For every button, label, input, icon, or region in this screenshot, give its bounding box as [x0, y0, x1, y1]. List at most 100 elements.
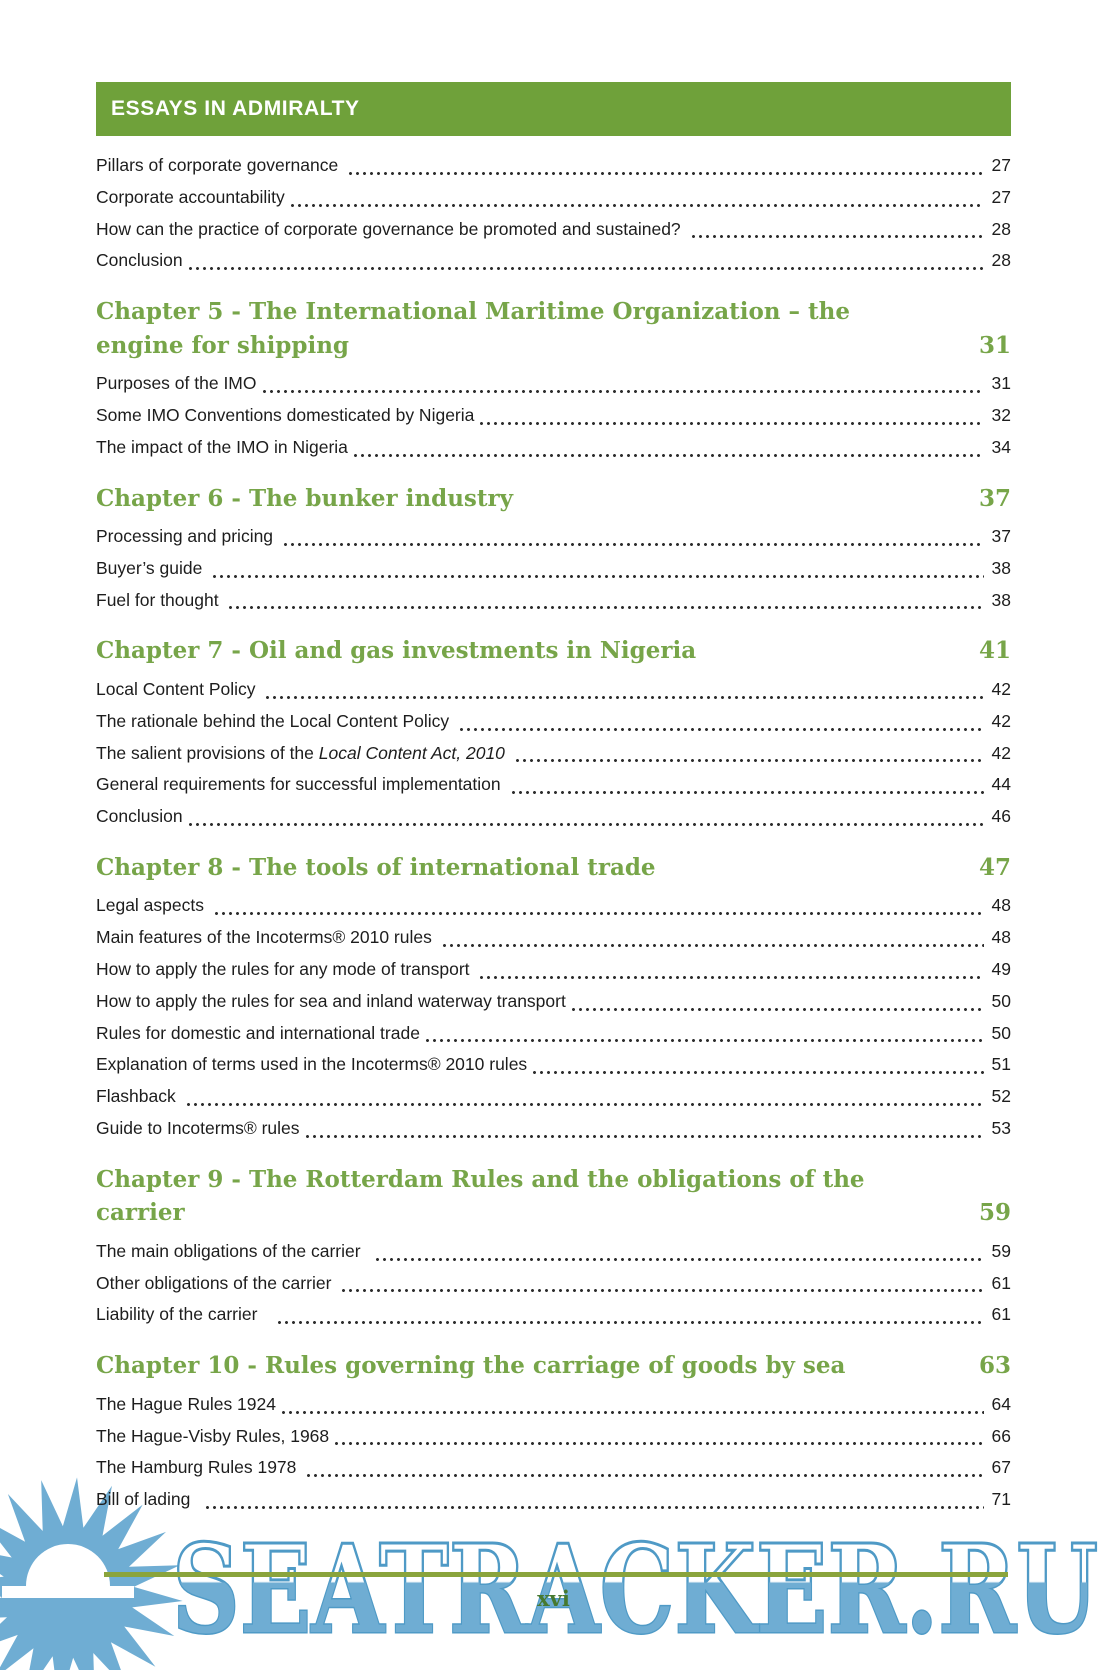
toc-entry-page: 49 [991, 959, 1011, 980]
table-of-contents: Pillars of corporate governance 27 Corpor… [96, 150, 1011, 1516]
toc-entry-label: How to apply the rules for sea and inlan… [96, 990, 566, 1011]
toc-entry: Other obligations of the carrier 61 [96, 1268, 1011, 1300]
toc-entry: The main obligations of the carrier 59 [96, 1236, 1011, 1268]
chapter-heading: Chapter 8 - The tools of international t… [96, 851, 1011, 885]
book-title: ESSAYS IN ADMIRALTY [111, 97, 360, 120]
dotted-leader [376, 1257, 984, 1261]
toc-chapter-section: Chapter 9 - The Rotterdam Rules and the … [96, 1163, 1011, 1331]
toc-entry-label: The Hamburg Rules 1978 [96, 1457, 302, 1478]
chapter-heading-title: Chapter 7 - Oil and gas investments in N… [96, 637, 697, 665]
toc-entry: Corporate accountability 27 [96, 182, 1011, 214]
toc-entry-label: Conclusion [96, 250, 183, 271]
toc-chapter-section: Chapter 10 - Rules governing the carriag… [96, 1349, 1011, 1516]
toc-entry-label: Bill of lading [96, 1489, 201, 1510]
chapter-heading-title: Chapter 10 - Rules governing the carriag… [96, 1352, 846, 1380]
toc-entry: Explanation of terms used in the Incoter… [96, 1049, 1011, 1081]
toc-entry-page: 50 [991, 990, 1011, 1011]
chapter-heading: Chapter 7 - Oil and gas investments in N… [96, 634, 1011, 668]
toc-entry: The Hamburg Rules 1978 67 [96, 1452, 1011, 1484]
toc-chapter-section: Chapter 7 - Oil and gas investments in N… [96, 634, 1011, 832]
toc-entry: Rules for domestic and international tra… [96, 1018, 1011, 1050]
toc-entry-page: 61 [991, 1272, 1011, 1293]
toc-entry-page: 44 [991, 774, 1011, 795]
chapter-heading: Chapter 6 - The bunker industry 37 [96, 482, 1011, 516]
toc-entry-page: 48 [991, 927, 1011, 948]
toc-entry-page: 27 [991, 155, 1011, 175]
dotted-leader [213, 574, 984, 578]
toc-entry-label: Rules for domestic and international tra… [96, 1022, 420, 1043]
dotted-leader [262, 389, 984, 393]
dotted-leader [515, 759, 984, 763]
toc-entry: Main features of the Incoterms® 2010 rul… [96, 922, 1011, 954]
toc-entry: Some IMO Conventions domesticated by Nig… [96, 400, 1011, 432]
chapter-heading-page: 31 [978, 331, 1011, 359]
toc-entry-label: The impact of the IMO in Nigeria [96, 436, 348, 457]
toc-entry-page: 32 [991, 404, 1011, 425]
dotted-leader [278, 1321, 984, 1325]
dotted-leader [425, 1039, 984, 1043]
toc-entry-page: 28 [991, 218, 1011, 239]
toc-entry-page: 71 [991, 1489, 1011, 1510]
toc-entry-label: Flashback [96, 1086, 181, 1107]
toc-entry: How to apply the rules for sea and inlan… [96, 986, 1011, 1018]
toc-entry: Conclusion 28 [96, 245, 1011, 277]
toc-entry: Legal aspects 48 [96, 890, 1011, 922]
toc-entry-page: 50 [991, 1022, 1011, 1043]
toc-entry-label: How can the practice of corporate govern… [96, 218, 686, 239]
toc-entry: General requirements for successful impl… [96, 769, 1011, 801]
dotted-leader [229, 606, 984, 610]
toc-entry-label: Guide to Incoterms® rules [96, 1118, 300, 1139]
chapter-heading-page: 47 [978, 853, 1011, 881]
chapter-heading-page: 63 [978, 1352, 1011, 1380]
toc-entry: How to apply the rules for any mode of t… [96, 954, 1011, 986]
dotted-leader [571, 1007, 984, 1011]
dotted-leader [188, 822, 984, 826]
dotted-leader [480, 421, 984, 425]
toc-entry-label: The Hague-Visby Rules, 1968 [96, 1425, 330, 1446]
toc-entry-label: Pillars of corporate governance [96, 155, 344, 175]
toc-entry: Conclusion 46 [96, 801, 1011, 833]
chapter-heading-title: Chapter 6 - The bunker industry [96, 484, 513, 512]
toc-entry: Processing and pricing 37 [96, 521, 1011, 553]
dotted-leader [480, 975, 984, 979]
toc-entry: Purposes of the IMO 31 [96, 368, 1011, 400]
dotted-leader [186, 1103, 984, 1107]
toc-entry-page: 28 [991, 250, 1011, 271]
toc-entry: Bill of lading 71 [96, 1484, 1011, 1516]
toc-entry-page: 42 [991, 678, 1011, 699]
toc-entry: Guide to Incoterms® rules 53 [96, 1113, 1011, 1145]
chapter-heading-page: 59 [978, 1199, 1011, 1227]
toc-entry: The salient provisions of the Local Cont… [96, 738, 1011, 770]
chapter-heading-title: Chapter 5 - The International Maritime O… [96, 298, 851, 359]
dotted-leader [305, 1134, 984, 1138]
toc-entry: Flashback 52 [96, 1081, 1011, 1113]
toc-entry-label: Main features of the Incoterms® 2010 rul… [96, 927, 437, 948]
toc-entry: Local Content Policy 42 [96, 674, 1011, 706]
dotted-leader [353, 453, 984, 457]
page-number: xvi [537, 1586, 570, 1611]
toc-entry: The Hague Rules 1924 64 [96, 1389, 1011, 1421]
toc-entry-page: 31 [991, 373, 1011, 394]
page-header-bar: ESSAYS IN ADMIRALTY [96, 82, 1011, 136]
toc-entry-label-italic: Local Content Act, 2010 [318, 742, 505, 763]
toc-entry-label: How to apply the rules for any mode of t… [96, 959, 475, 980]
toc-entry-page: 48 [991, 895, 1011, 916]
toc-entry: The Hague-Visby Rules, 1968 66 [96, 1421, 1011, 1453]
toc-entry-label: Buyer’s guide [96, 557, 208, 578]
toc-entry-label: Explanation of terms used in the Incoter… [96, 1054, 528, 1075]
toc-entry-page: 38 [991, 557, 1011, 578]
toc-entry-page: 38 [991, 589, 1011, 610]
toc-entry-label: Some IMO Conventions domesticated by Nig… [96, 404, 475, 425]
chapter-heading: Chapter 10 - Rules governing the carriag… [96, 1349, 1011, 1383]
toc-entry-page: 27 [991, 186, 1011, 207]
chapter-heading-title: Chapter 9 - The Rotterdam Rules and the … [96, 1165, 865, 1227]
chapter-heading-page: 37 [978, 484, 1011, 512]
toc-entry-page: 67 [991, 1457, 1011, 1478]
toc-entry-page: 64 [991, 1393, 1011, 1414]
dotted-leader [283, 542, 984, 546]
dotted-leader [511, 791, 984, 795]
page-content: ESSAYS IN ADMIRALTY Pillars of corporate… [96, 82, 1011, 1516]
toc-entry-label: The main obligations of the carrier [96, 1240, 371, 1261]
toc-entry-page: 42 [991, 710, 1011, 731]
toc-entry: How can the practice of corporate govern… [96, 214, 1011, 246]
